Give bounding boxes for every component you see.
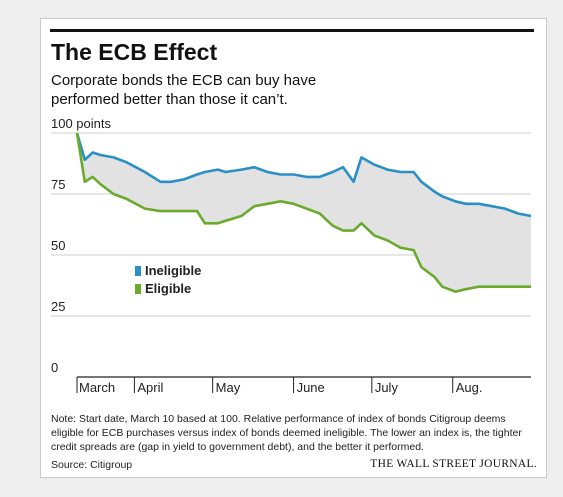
x-tick-label: March <box>79 380 115 395</box>
legend-swatch-eligible <box>135 284 141 294</box>
chart-title: The ECB Effect <box>51 39 218 65</box>
legend-swatch-ineligible <box>135 266 141 276</box>
y-tick-label: 75 <box>51 177 65 192</box>
y-tick-label: 0 <box>51 360 58 375</box>
legend-label-ineligible: Ineligible <box>145 263 201 278</box>
chart-note: Note: Start date, March 10 based at 100.… <box>51 413 522 453</box>
y-tick-label: 50 <box>51 238 65 253</box>
x-tick-label: May <box>216 380 241 395</box>
series-line-eligible <box>75 132 531 293</box>
chart-subtitle: Corporate bonds the ECB can buy have per… <box>51 72 317 108</box>
chart-card: The ECB Effect Corporate bonds the ECB c… <box>40 18 547 478</box>
x-tick-label: July <box>375 380 399 395</box>
publisher-brand: THE WALL STREET JOURNAL. <box>370 458 537 470</box>
x-tick-label: Aug. <box>456 380 483 395</box>
y-tick-label: 25 <box>51 299 65 314</box>
series-line-ineligible <box>75 132 532 218</box>
y-tick-label: 100 points <box>51 116 111 131</box>
chart-source: Source: Citigroup <box>51 459 133 471</box>
gap-area <box>77 133 531 292</box>
x-tick-label: April <box>137 380 163 395</box>
title-rule <box>50 29 534 32</box>
legend-label-eligible: Eligible <box>145 281 191 296</box>
line-chart: 0 25 50 75 100 points March April May June July Au… <box>51 116 532 395</box>
x-tick-label: June <box>297 380 325 395</box>
